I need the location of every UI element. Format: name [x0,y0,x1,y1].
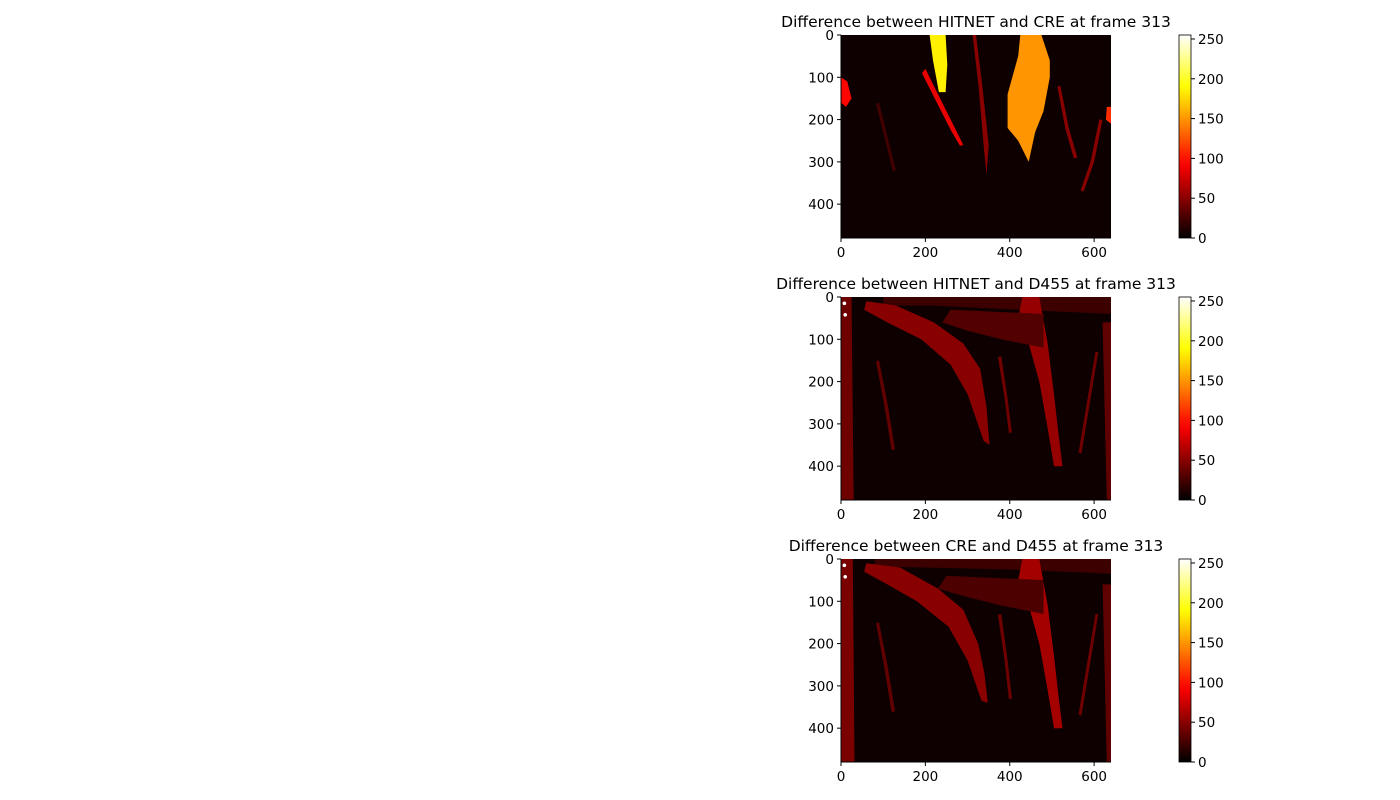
heatmap-region [864,563,988,703]
heatmap-image [841,35,1111,238]
colorbar-tick-label: 100 [1198,413,1224,429]
y-tick-label: 100 [808,70,834,86]
heatmap-region [1057,85,1078,159]
heatmap-region [841,297,854,500]
heatmap-region [874,559,1111,574]
x-tick-label: 600 [1081,769,1107,785]
y-tick-label: 400 [808,459,834,475]
subplot-2: Difference between HITNET and D455 at fr… [776,275,1224,523]
heatmap-region [922,68,964,146]
heatmap-region [929,35,948,93]
colorbar-tick-label: 0 [1198,231,1207,247]
heatmap-image [841,559,1111,762]
heatmap-region [841,559,855,762]
heatmap-region [876,360,895,451]
chart-title: Difference between CRE and D455 at frame… [789,537,1164,555]
y-tick-label: 200 [808,637,834,653]
heatmap-region [1078,614,1099,716]
colorbar-tick-label: 200 [1198,72,1224,88]
x-tick-label: 600 [1081,245,1107,261]
chart-title: Difference between HITNET and D455 at fr… [776,275,1176,293]
y-tick-label: 400 [808,721,834,737]
heatmap-spot [843,312,848,317]
x-tick-label: 400 [997,769,1023,785]
y-tick-label: 200 [808,113,834,129]
colorbar-tick-label: 50 [1198,453,1215,469]
x-tick-label: 0 [837,245,846,261]
colorbar-tick-label: 250 [1198,294,1224,310]
heatmap-region [841,77,852,107]
heatmap-region [876,102,896,172]
heatmap-region [1078,352,1099,454]
x-tick-label: 200 [912,507,938,523]
y-tick-label: 300 [808,417,834,433]
colorbar-tick-label: 250 [1198,32,1224,48]
x-tick-label: 400 [997,245,1023,261]
heatmap-region [1102,584,1111,762]
heatmap-region [972,35,989,175]
y-tick-label: 200 [808,375,834,391]
x-tick-label: 200 [912,769,938,785]
subplot-1: Difference between HITNET and CRE at fra… [781,13,1224,261]
colorbar [1178,558,1192,763]
y-tick-label: 0 [825,552,834,568]
colorbar-tick-label: 200 [1198,596,1224,612]
colorbar-tick-label: 100 [1198,675,1224,691]
colorbar-tick-label: 200 [1198,334,1224,350]
y-tick-label: 300 [808,679,834,695]
heatmap-region [864,301,990,445]
colorbar-tick-label: 100 [1198,151,1224,167]
x-tick-label: 200 [912,245,938,261]
subplot-3: Difference between CRE and D455 at frame… [789,537,1224,785]
y-tick-label: 300 [808,155,834,171]
heatmap-region [883,297,1111,314]
colorbar [1178,34,1192,239]
x-tick-label: 0 [837,769,846,785]
colorbar-tick-label: 250 [1198,556,1224,572]
y-tick-label: 100 [808,594,834,610]
x-tick-label: 600 [1081,507,1107,523]
heatmap-region [997,614,1012,700]
heatmap-spot [843,574,848,579]
colorbar-tick-label: 150 [1198,112,1224,128]
x-tick-label: 400 [997,507,1023,523]
heatmap-region [1007,35,1050,162]
y-tick-label: 100 [808,332,834,348]
chart-title: Difference between HITNET and CRE at fra… [781,13,1171,31]
colorbar-tick-label: 150 [1198,636,1224,652]
y-tick-label: 0 [825,28,834,44]
heatmap-region [938,575,1044,614]
y-tick-label: 0 [825,290,834,306]
x-tick-label: 0 [837,507,846,523]
colorbar-tick-label: 0 [1198,755,1207,771]
colorbar-tick-label: 150 [1198,374,1224,390]
heatmap-region [1102,322,1111,500]
heatmap-region [942,309,1044,348]
heatmap-region [1105,106,1111,124]
heatmap-spot [842,563,847,568]
colorbar [1178,296,1192,501]
heatmap-image [841,297,1111,500]
heatmap-region [876,622,895,713]
colorbar-tick-label: 0 [1198,493,1207,509]
colorbar-tick-label: 50 [1198,191,1215,207]
heatmap-spot [842,301,847,306]
heatmap-region [1080,119,1103,192]
heatmap-region [997,356,1012,434]
y-tick-label: 400 [808,197,834,213]
colorbar-tick-label: 50 [1198,715,1215,731]
